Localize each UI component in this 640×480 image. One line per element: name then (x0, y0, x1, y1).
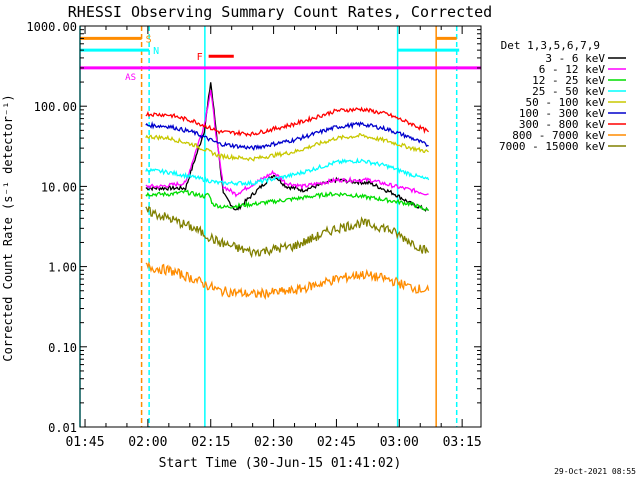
x-tick-label: 02:15 (191, 435, 230, 450)
y-tick-label: 1000.00 (26, 20, 77, 34)
legend-label-300-800-kev: 300 - 800 keV (519, 118, 605, 131)
flag-label-n: N (153, 46, 159, 57)
y-tick-label: 0.10 (48, 341, 77, 355)
flag-label-f: F (197, 52, 203, 63)
legend-label-25-50-kev: 25 - 50 keV (532, 85, 605, 98)
legend-label-7000-15000-kev: 7000 - 15000 keV (499, 140, 605, 153)
flag-label-as: AS (125, 73, 136, 83)
series-line-50-100-kev (145, 133, 429, 162)
flag-label-s: S (146, 34, 152, 45)
footer-timestamp: 29-Oct-2021 08:55 (554, 467, 636, 476)
series-line-300-800-kev (145, 106, 430, 138)
x-tick-label: 03:15 (443, 435, 482, 450)
x-tick-label: 02:30 (254, 435, 293, 450)
plot-frame (79, 25, 482, 428)
x-tick-label: 02:00 (128, 435, 167, 450)
y-tick-label: 100.00 (34, 100, 77, 114)
x-tick-label: 02:45 (317, 435, 356, 450)
legend-label-3-6-kev: 3 - 6 keV (545, 52, 605, 65)
y-axis: 1000.00 100.00 10.00 1.00 0.10 0.01 (26, 20, 481, 435)
series-line-6-12-kev (145, 89, 429, 198)
y-axis-label: Corrected Count Rate (s⁻¹ detector⁻¹) (1, 94, 15, 361)
series-line-800-7000-kev (145, 261, 430, 301)
series-layer (145, 82, 430, 301)
legend-label-100-300-kev: 100 - 300 keV (519, 107, 605, 120)
series-line-7000-15000-kev (145, 206, 430, 259)
x-axis-label: Start Time (30-Jun-15 01:41:02) (159, 456, 402, 471)
y-tick-label: 0.01 (48, 421, 77, 435)
legend-label-6-12-kev: 6 - 12 keV (539, 63, 606, 76)
flag-bars: SN F AS (80, 34, 481, 83)
legend-title: Det 1,3,5,6,7,9 (501, 39, 600, 52)
x-tick-label: 01:45 (65, 435, 104, 450)
chart-title: RHESSI Observing Summary Count Rates, Co… (68, 3, 492, 21)
legend-label-50-100-kev: 50 - 100 keV (526, 96, 606, 109)
y-tick-label: 10.00 (41, 180, 77, 194)
series-line-3-6-kev (145, 82, 430, 212)
legend-label-800-7000-kev: 800 - 7000 keV (512, 129, 605, 142)
series-line-12-25-kev (145, 189, 430, 212)
vertical-markers (79, 26, 458, 427)
x-axis: 01:45 02:00 02:15 02:30 02:45 03:00 03:15 (65, 26, 482, 450)
legend-label-12-25-kev: 12 - 25 keV (532, 74, 605, 87)
series-line-100-300-kev (145, 120, 429, 152)
x-tick-label: 03:00 (380, 435, 419, 450)
series-line-25-50-kev (145, 157, 430, 187)
y-tick-label: 1.00 (48, 261, 77, 275)
